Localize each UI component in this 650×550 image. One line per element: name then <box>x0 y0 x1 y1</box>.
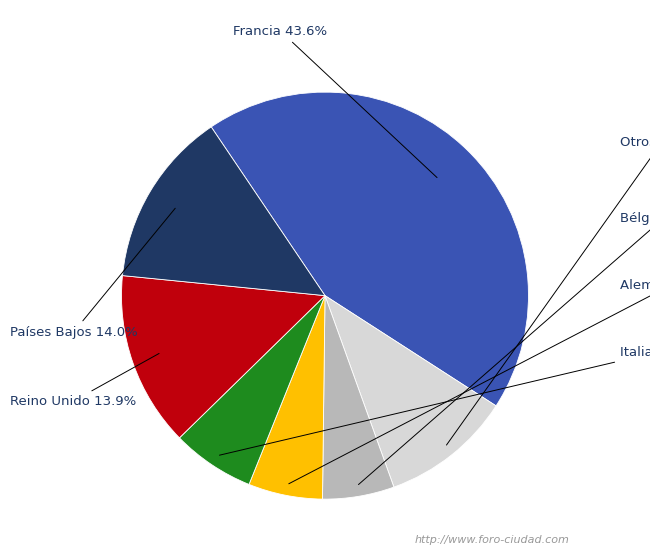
Text: Otros 10.4%: Otros 10.4% <box>447 136 650 445</box>
Wedge shape <box>211 92 528 406</box>
Text: Francia 43.6%: Francia 43.6% <box>233 25 437 178</box>
Text: Bélgica 5.7%: Bélgica 5.7% <box>358 212 650 485</box>
Wedge shape <box>325 296 496 487</box>
Wedge shape <box>179 296 325 485</box>
Text: Navata - Turistas extranjeros según país - Agosto de 2024: Navata - Turistas extranjeros según país… <box>103 13 547 29</box>
Text: Italia 6.6%: Italia 6.6% <box>220 346 650 455</box>
Text: http://www.foro-ciudad.com: http://www.foro-ciudad.com <box>414 535 569 545</box>
Wedge shape <box>122 276 325 438</box>
Wedge shape <box>122 127 325 296</box>
Text: Alemania 5.9%: Alemania 5.9% <box>289 279 650 484</box>
Wedge shape <box>249 296 325 499</box>
Text: Países Bajos 14.0%: Países Bajos 14.0% <box>10 208 176 339</box>
Text: Reino Unido 13.9%: Reino Unido 13.9% <box>10 354 159 408</box>
Wedge shape <box>322 296 394 499</box>
